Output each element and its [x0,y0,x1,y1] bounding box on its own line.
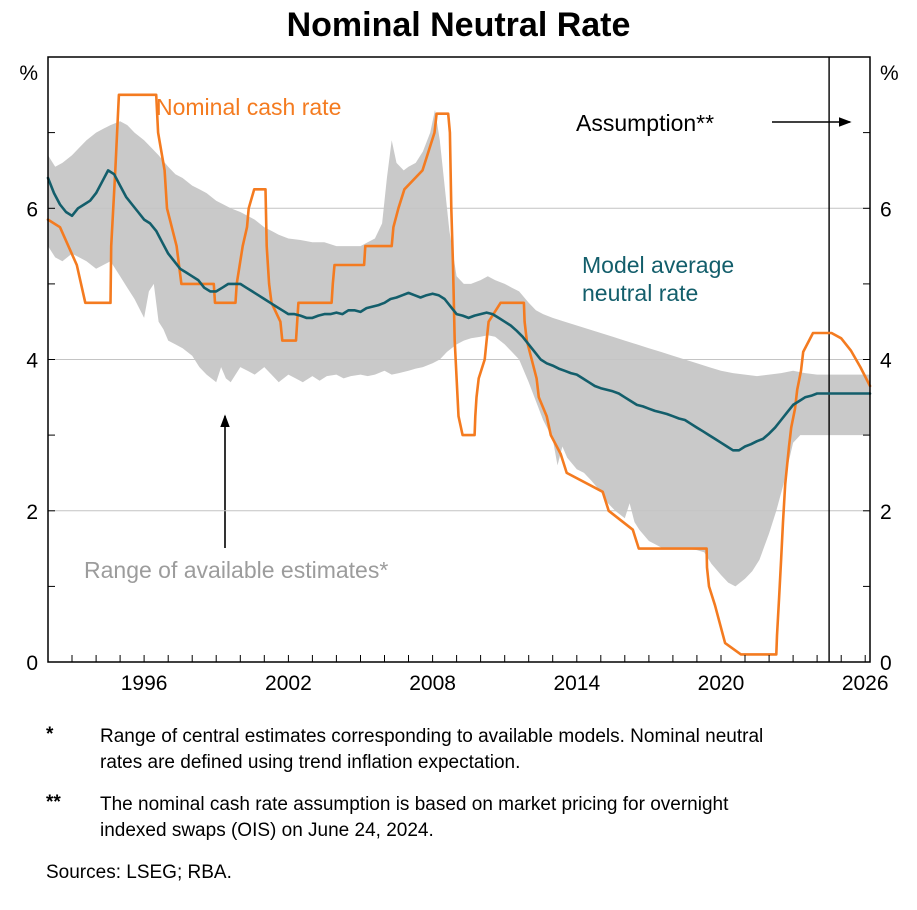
range-label: Range of available estimates* [84,557,389,583]
range-band [48,109,870,587]
y-axis-label-left-2: 2 [26,501,38,524]
y-axis-label-left-0: 0 [26,652,38,675]
series-model-average-neutral-rate [46,169,872,452]
x-axis-label-1996: 1996 [121,672,168,695]
x-axis-label-2008: 2008 [409,672,456,695]
footnotes: * Range of central estimates correspondi… [46,724,874,884]
y-axis-label-left-6: 6 [26,198,38,221]
sources-line: Sources: LSEG; RBA. [46,862,232,883]
model-average-label: Model average neutral rate [582,251,734,307]
footnote-2-marker: ** [46,792,61,813]
y-axis-label-right-0: 0 [880,652,892,675]
x-axis-label-2020: 2020 [698,672,745,695]
footnote-2: ** The nominal cash rate assumption is b… [46,792,874,844]
y-axis-label-right-6: 6 [880,198,892,221]
footnote-1: * Range of central estimates correspondi… [46,724,874,776]
footnote-1-marker: * [46,724,54,745]
x-axis-label-2014: 2014 [553,672,600,695]
assumption-label: Assumption** [576,110,715,136]
y-axis-label-right-4: 4 [880,350,892,373]
cash-rate-label: Nominal cash rate [156,94,342,120]
y-axis-label-right-2: 2 [880,501,892,524]
series-nominal-cash-rate [46,93,872,656]
y-axis-unit-right: % [880,62,899,85]
model-average-label-line1: Model average [582,252,735,278]
y-axis-unit-left: % [19,62,38,85]
y-axis-label-left-4: 4 [26,350,38,373]
page-title: Nominal Neutral Rate [286,6,631,44]
model-average-label-line2: neutral rate [582,280,699,306]
x-axis-label-2002: 2002 [265,672,312,695]
footnote-1-text: Range of central estimates corresponding… [100,726,764,773]
x-axis-label-2026: 2026 [842,672,889,695]
footnote-2-text: The nominal cash rate assumption is base… [100,794,729,841]
